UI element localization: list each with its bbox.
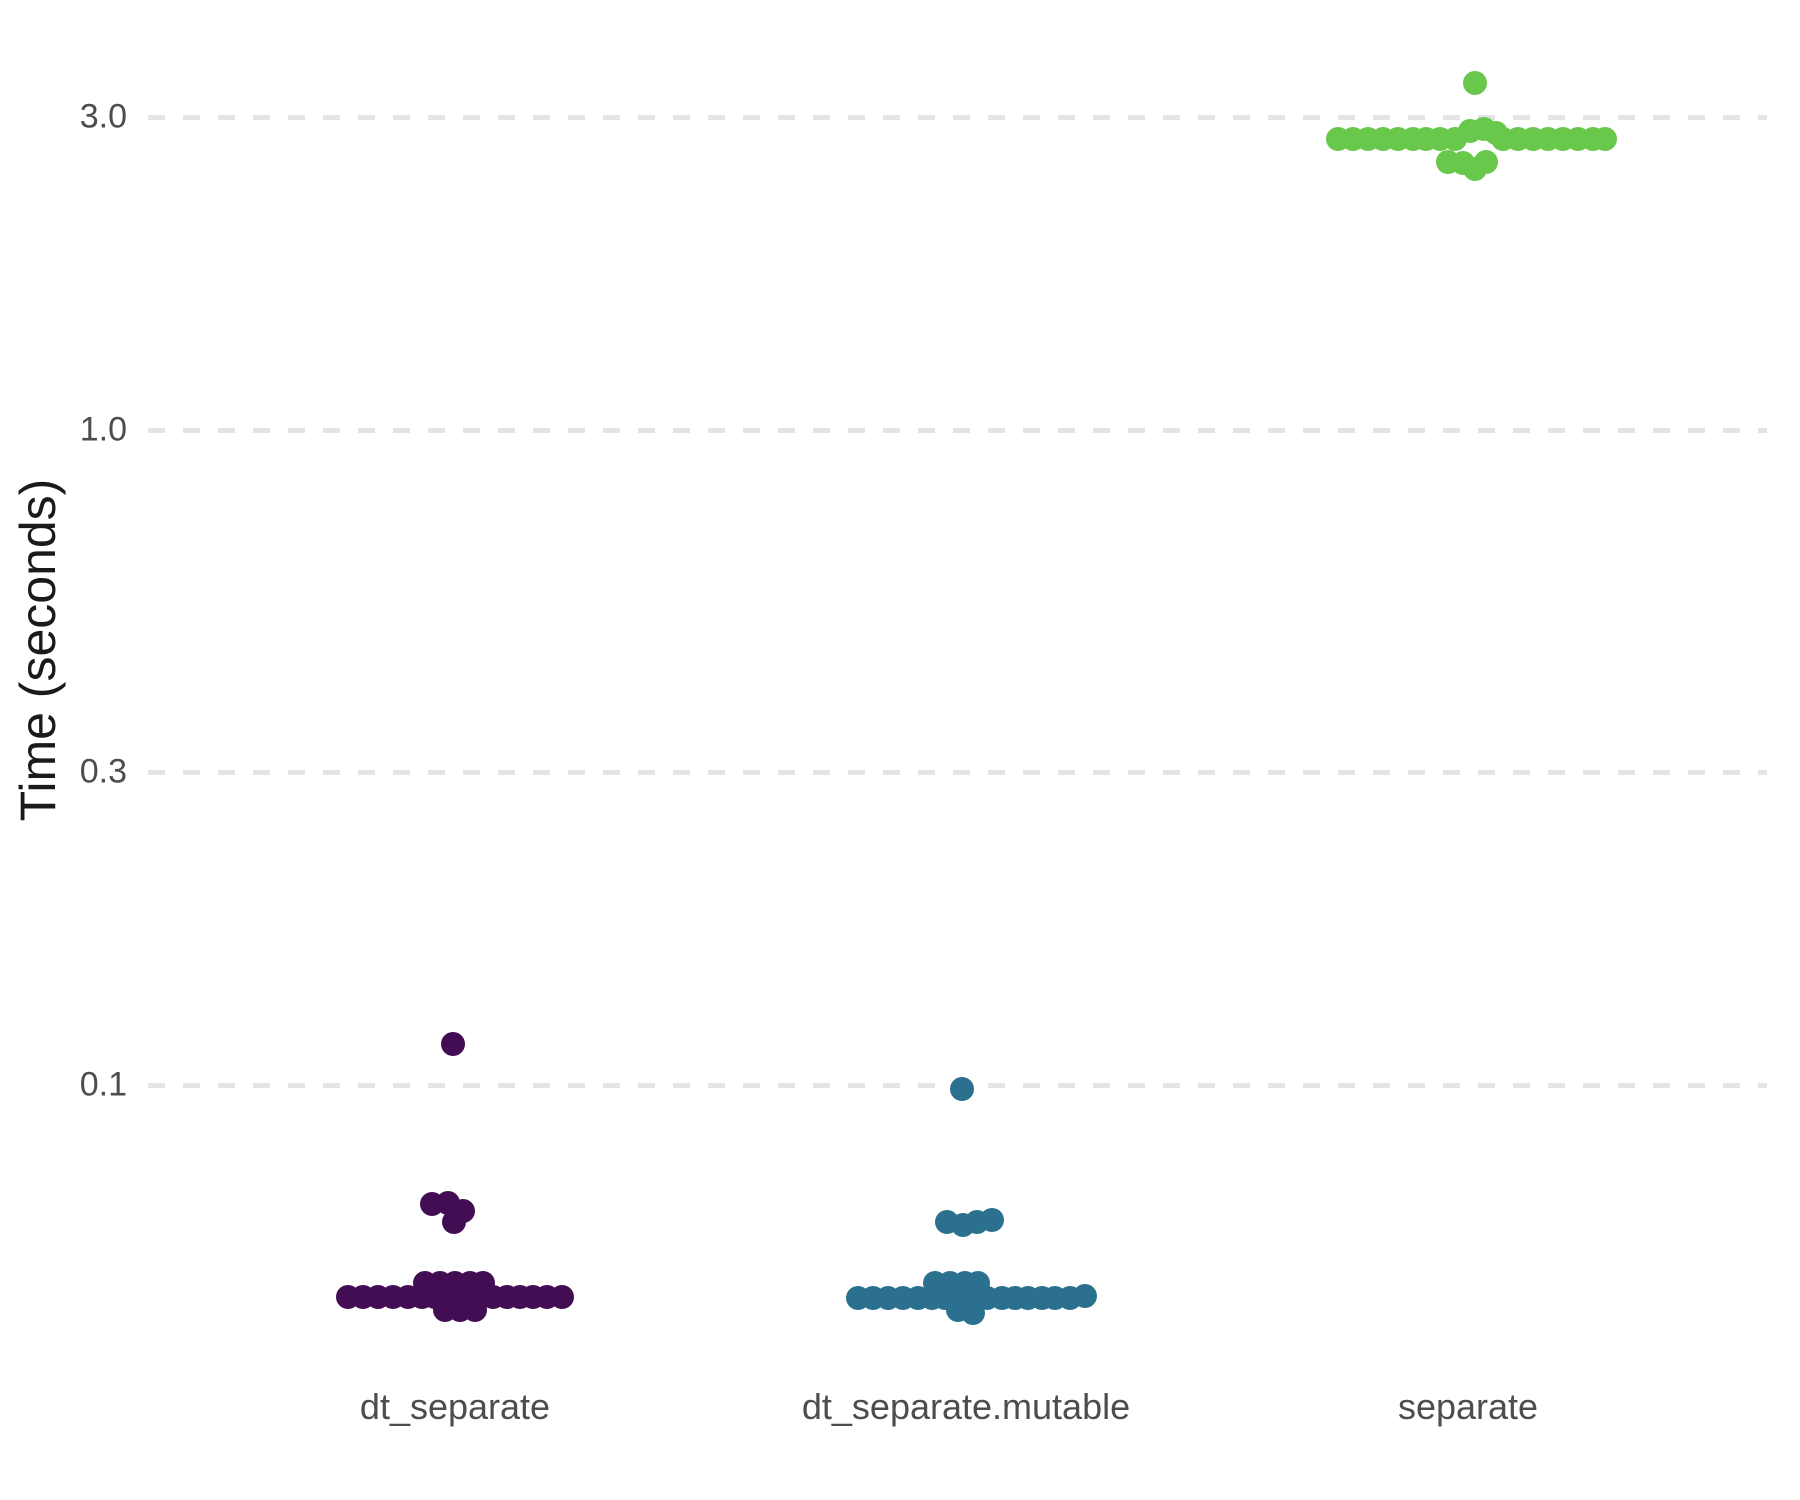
data-point xyxy=(550,1284,574,1309)
y-tick-label: 0.1 xyxy=(79,1065,127,1104)
data-point xyxy=(1593,127,1617,152)
data-point xyxy=(1073,1283,1097,1308)
data-point xyxy=(1463,70,1487,95)
data-point xyxy=(980,1208,1004,1233)
data-point xyxy=(961,1301,985,1326)
data-point xyxy=(1474,149,1498,174)
major-gridline xyxy=(148,427,1767,433)
data-point xyxy=(442,1209,466,1234)
y-tick-label: 3.0 xyxy=(79,97,127,136)
x-category-label: dt_separate.mutable xyxy=(801,1386,1131,1427)
x-category-label: separate xyxy=(1397,1386,1539,1427)
data-point xyxy=(441,1032,465,1056)
data-point xyxy=(950,1077,974,1101)
y-tick-label: 0.3 xyxy=(79,752,127,791)
y-tick-label: 1.0 xyxy=(79,410,127,449)
major-gridline xyxy=(148,769,1767,775)
data-point xyxy=(463,1298,487,1323)
major-gridline xyxy=(148,114,1767,120)
x-category-label: dt_separate xyxy=(359,1386,551,1427)
